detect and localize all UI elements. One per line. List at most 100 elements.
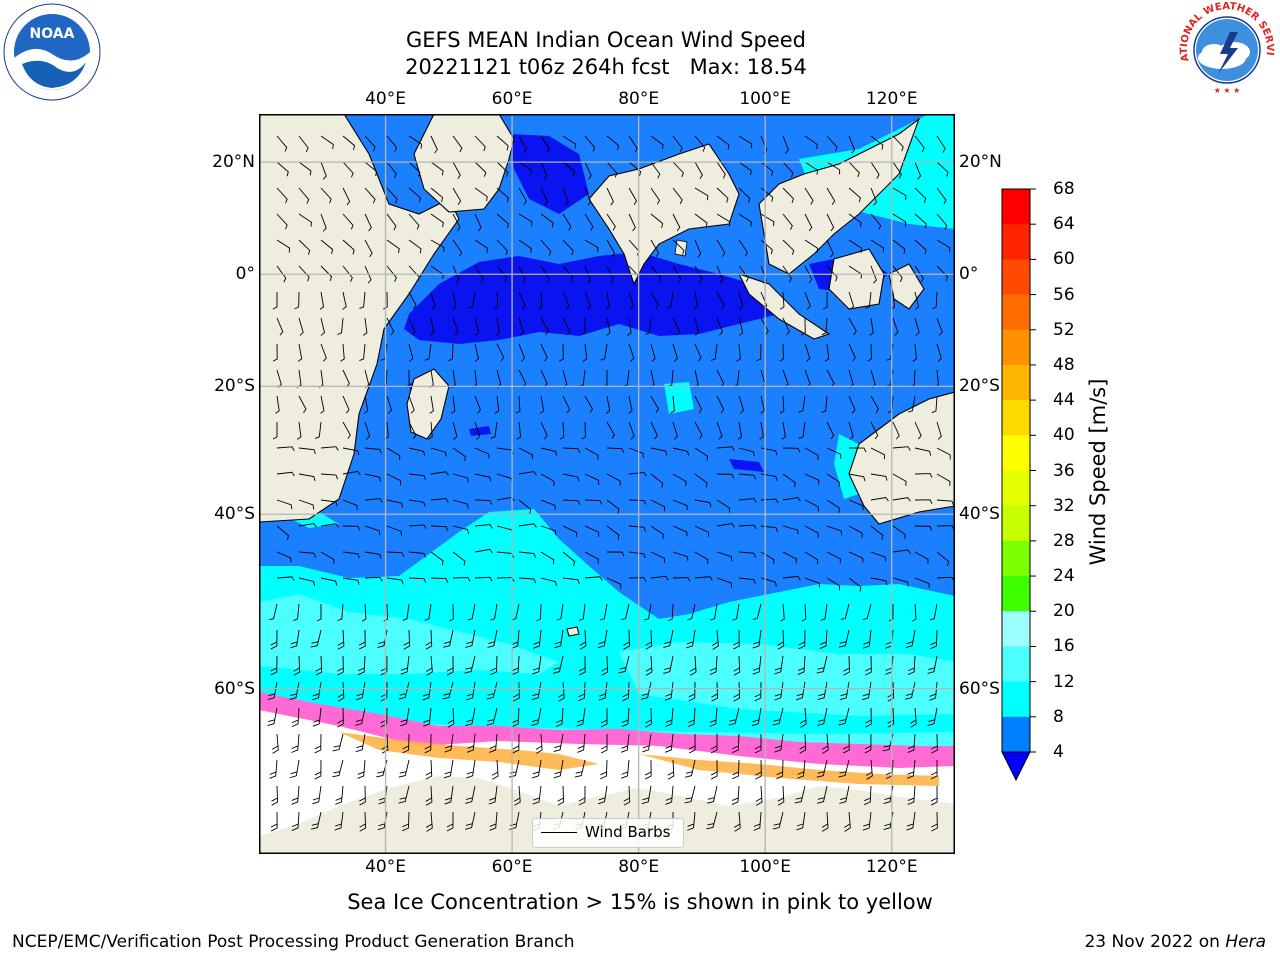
wind-barb-stroke — [650, 473, 664, 488]
wind-barb — [276, 187, 288, 204]
wind-barb — [760, 473, 778, 481]
wind-barb — [606, 239, 615, 257]
wind-barb — [536, 603, 542, 622]
wind-barb-stroke — [738, 239, 749, 257]
wind-barb-stroke — [364, 187, 376, 204]
lon-label-bottom: 80°E — [618, 857, 660, 877]
wind-barb — [866, 759, 873, 780]
wind-barb — [452, 499, 469, 509]
wind-barb-stroke — [320, 265, 333, 282]
wind-barb-stroke — [430, 187, 444, 202]
wind-barb — [839, 785, 850, 804]
wind-barb-stroke — [490, 655, 498, 676]
wind-barb — [334, 811, 344, 831]
wind-barb — [518, 291, 526, 310]
wind-barb — [650, 575, 669, 581]
wind-barb-stroke — [760, 525, 778, 532]
wind-barb-stroke — [584, 525, 600, 537]
wind-barb — [667, 759, 675, 780]
wind-barb — [797, 655, 806, 676]
wind-barb-stroke — [452, 577, 471, 582]
wind-barb — [357, 655, 366, 676]
wind-barb — [464, 655, 476, 674]
wind-barb — [936, 447, 951, 460]
wind-barb — [386, 551, 405, 557]
wind-barb-stroke — [540, 161, 548, 180]
wind-barb — [776, 759, 784, 780]
wind-barb — [518, 265, 526, 284]
wind-barb — [892, 549, 911, 554]
wind-barb — [848, 577, 862, 592]
wind-barb-stroke — [422, 681, 432, 701]
wind-barb-stroke — [562, 395, 571, 414]
wind-barb — [826, 577, 841, 591]
wind-barb — [687, 707, 696, 728]
wind-barb-stroke — [665, 707, 674, 727]
wind-barb-stroke — [716, 446, 735, 451]
wind-barb — [386, 161, 397, 179]
wind-barb — [424, 343, 432, 361]
wind-barb-stroke — [364, 135, 376, 152]
wind-barb-stroke — [584, 473, 600, 485]
wind-barb — [584, 161, 592, 180]
wind-barb-stroke — [870, 213, 882, 230]
wind-barb — [796, 811, 806, 831]
wind-barb — [298, 239, 311, 255]
wind-barb — [936, 576, 955, 582]
wind-barb-stroke — [430, 447, 447, 457]
wind-barb-stroke — [710, 733, 718, 754]
wind-barb-stroke — [429, 395, 434, 414]
wind-barb — [936, 213, 948, 230]
wind-barb-stroke — [574, 759, 586, 778]
wind-barb-stroke — [693, 291, 698, 310]
wind-barb-stroke — [716, 577, 733, 588]
wind-barb-stroke — [402, 811, 410, 832]
wind-barb-stroke — [540, 317, 549, 336]
wind-barb — [540, 265, 550, 283]
wind-barb — [621, 759, 630, 779]
wind-barb — [430, 447, 447, 457]
wind-barb-stroke — [398, 759, 410, 778]
wind-barb-stroke — [641, 785, 652, 805]
wind-barb — [518, 187, 527, 206]
wind-barb-stroke — [670, 395, 675, 414]
wind-barb — [584, 525, 600, 537]
wind-barb — [386, 239, 400, 254]
wind-barb — [337, 629, 345, 650]
wind-barb-stroke — [298, 265, 310, 282]
wind-barb — [716, 421, 723, 440]
wind-barb — [314, 733, 322, 754]
wind-barb-stroke — [628, 161, 642, 176]
wind-barb — [606, 447, 625, 453]
wind-barb-stroke — [694, 395, 703, 414]
wind-barb — [892, 446, 911, 451]
wind-barb — [804, 499, 819, 512]
colorbar-bin — [1002, 400, 1030, 436]
wind-barb-stroke — [870, 577, 888, 586]
wind-barb — [914, 473, 933, 478]
wind-barb-stroke — [870, 525, 884, 540]
wind-barb — [291, 811, 300, 832]
wind-barb-stroke — [518, 135, 527, 154]
wind-barb — [600, 733, 608, 754]
wind-barb — [892, 525, 906, 540]
wind-barb — [298, 577, 316, 586]
wind-barb-stroke — [848, 447, 867, 453]
wind-barb-stroke — [821, 317, 828, 336]
wind-barb — [606, 473, 621, 486]
wind-barb — [408, 473, 426, 480]
wind-barb — [628, 421, 635, 440]
wind-barb — [782, 135, 789, 154]
wind-barb-stroke — [430, 161, 444, 176]
wind-barb — [320, 551, 335, 564]
wind-barb — [320, 446, 339, 451]
wind-barb — [716, 551, 733, 562]
wind-barb-stroke — [738, 498, 757, 503]
wind-barb-stroke — [804, 135, 818, 150]
wind-barb-stroke — [936, 317, 943, 336]
colorbar-bin — [1002, 505, 1030, 542]
wind-barb — [342, 447, 360, 456]
wind-barb — [474, 524, 493, 529]
wind-barb-stroke — [751, 707, 762, 727]
wind-barb — [386, 499, 404, 508]
